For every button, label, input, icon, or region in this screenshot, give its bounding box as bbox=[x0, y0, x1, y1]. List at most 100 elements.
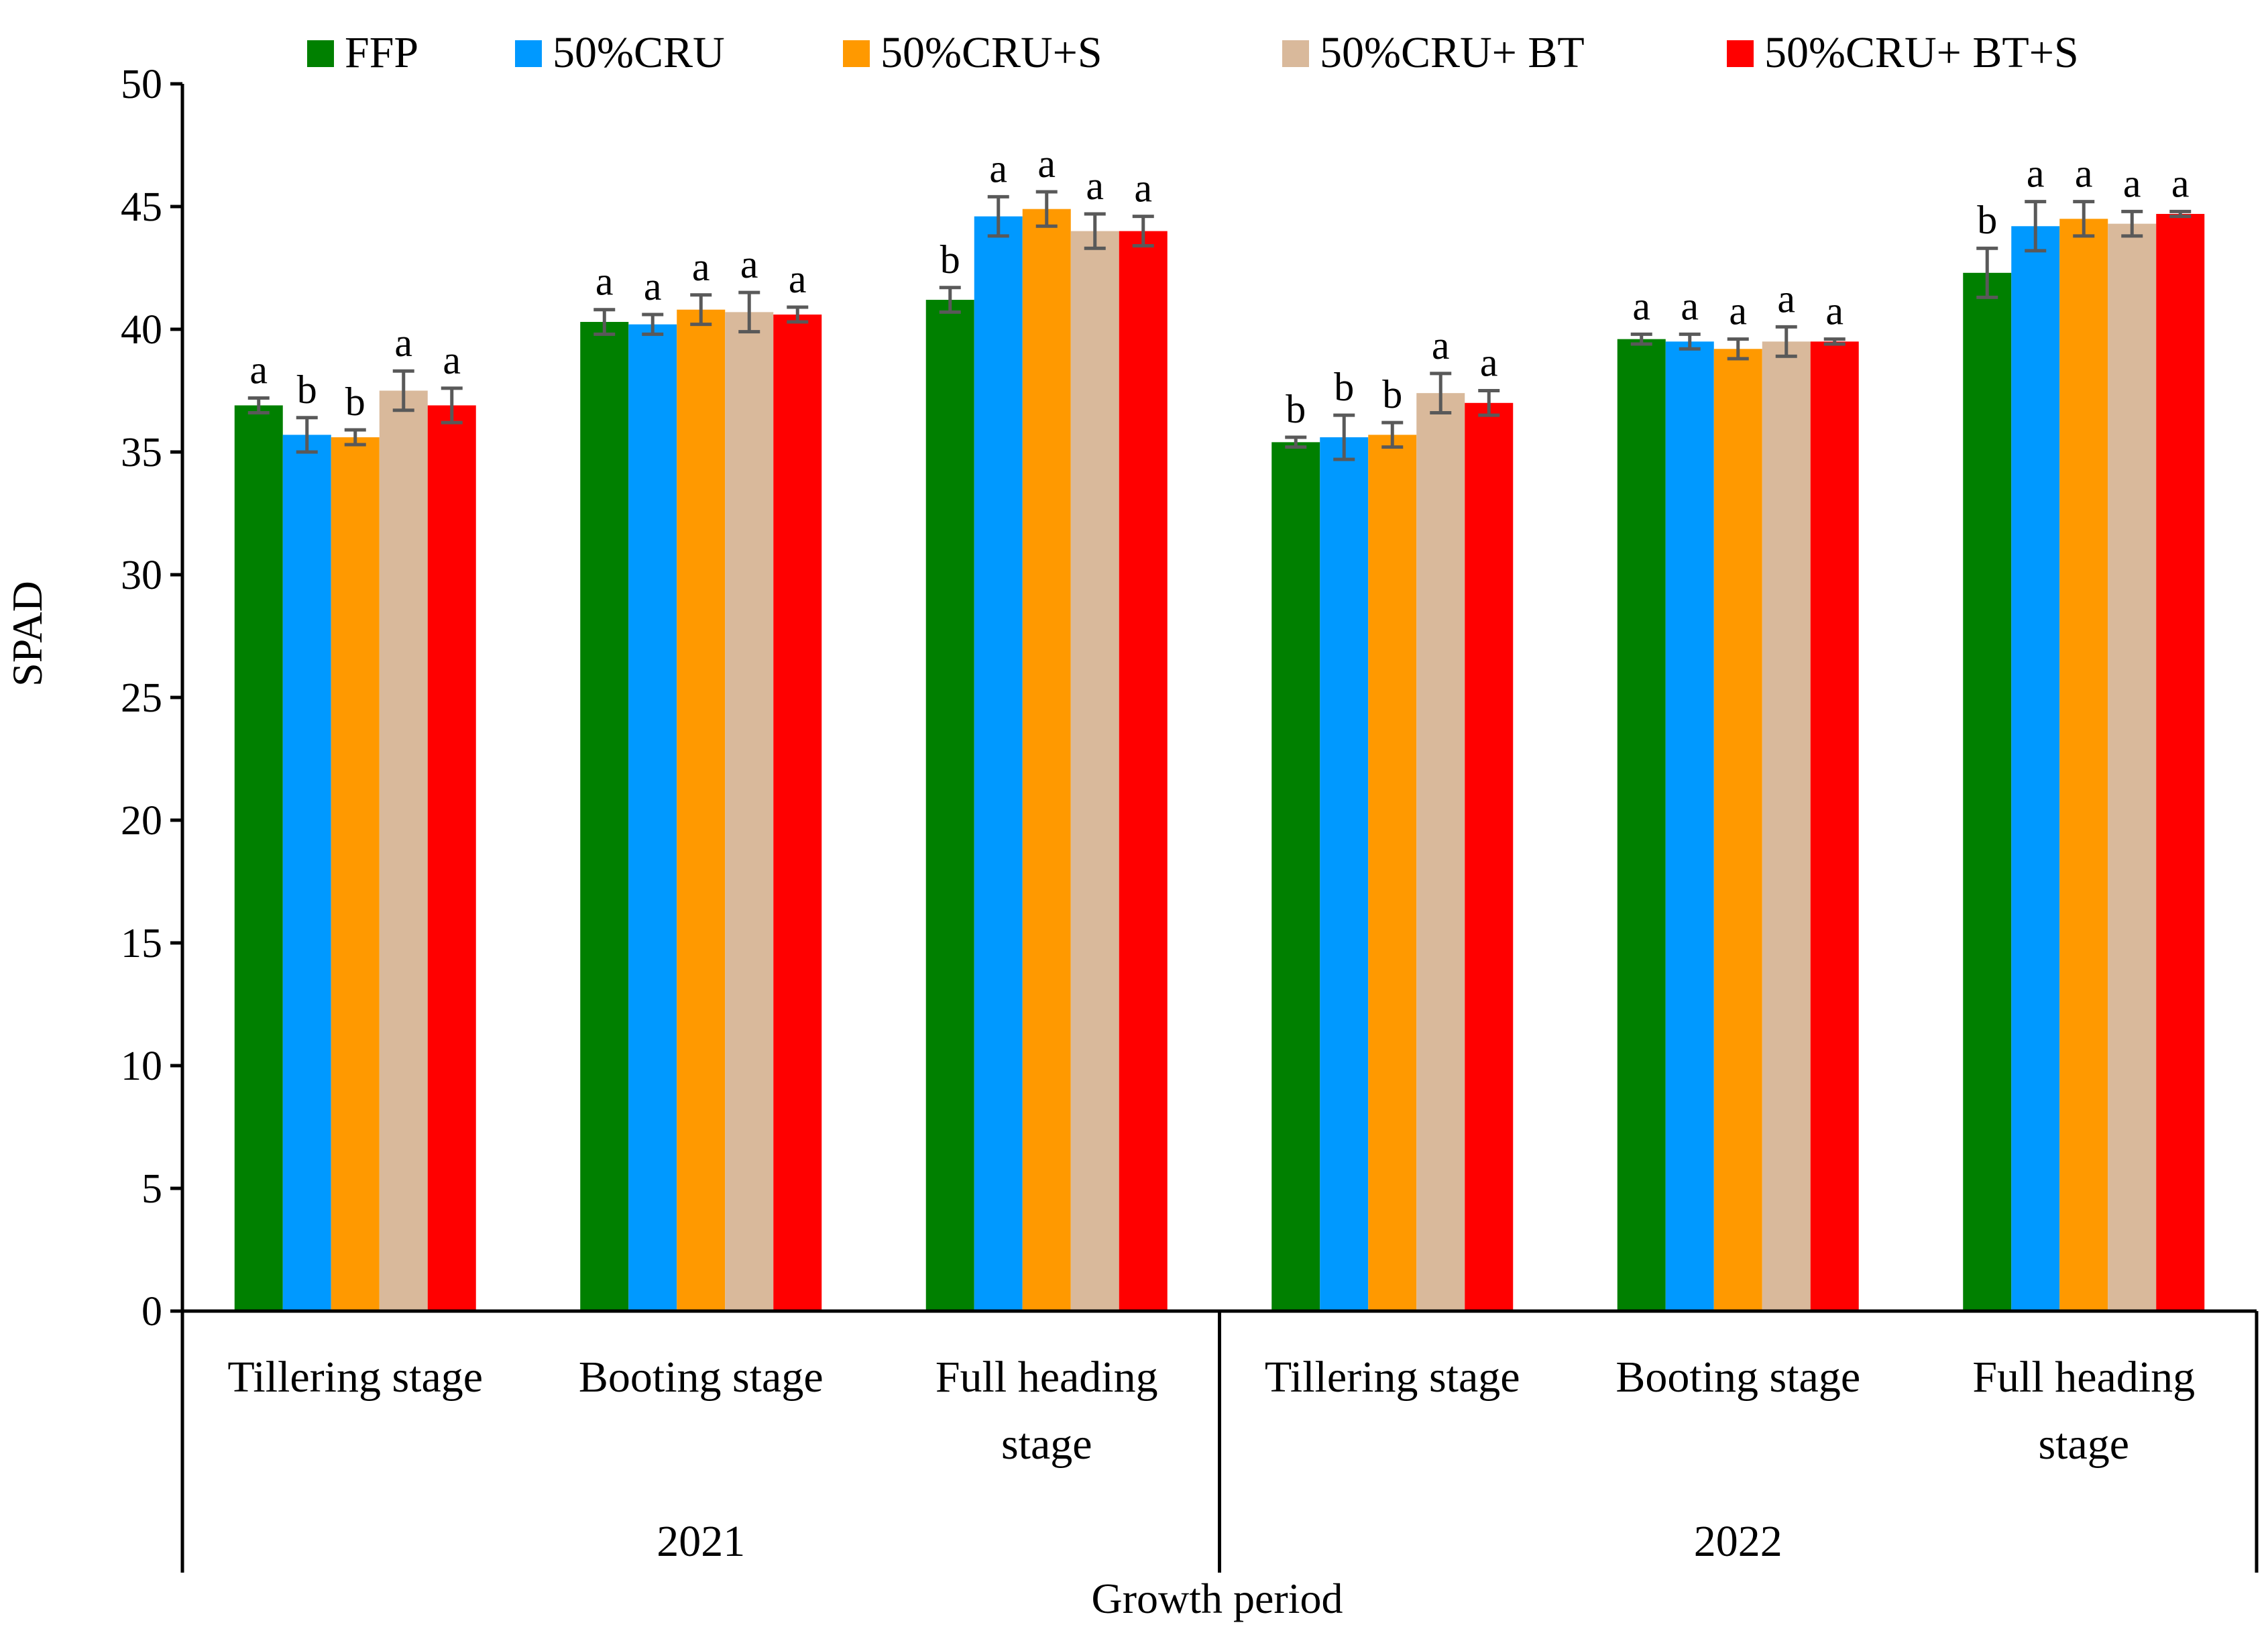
bar bbox=[677, 309, 726, 1312]
significance-letter: a bbox=[443, 338, 461, 382]
bar bbox=[1271, 442, 1320, 1311]
significance-letter: a bbox=[394, 321, 412, 365]
legend-label: 50%CRU+ BT bbox=[1320, 28, 1585, 77]
bar bbox=[1665, 341, 1714, 1311]
bar bbox=[282, 435, 331, 1311]
significance-letter: a bbox=[692, 245, 710, 289]
significance-letter: a bbox=[1729, 289, 1747, 333]
y-tick-label: 30 bbox=[121, 553, 162, 598]
legend-item: FFP bbox=[307, 28, 418, 77]
bar bbox=[925, 300, 974, 1312]
significance-letter: a bbox=[1632, 284, 1650, 328]
significance-letter: b bbox=[1334, 365, 1354, 409]
significance-letter: a bbox=[596, 260, 614, 304]
year-label: 2022 bbox=[1694, 1517, 1782, 1566]
significance-letter: a bbox=[1037, 142, 1056, 186]
bar bbox=[427, 405, 476, 1312]
significance-letter: b bbox=[1286, 387, 1306, 431]
legend-item: 50%CRU+ BT bbox=[1282, 28, 1585, 77]
bar bbox=[1070, 231, 1119, 1312]
x-axis-label: Growth period bbox=[1091, 1575, 1343, 1622]
y-tick-label: 0 bbox=[141, 1289, 162, 1335]
bar bbox=[725, 312, 774, 1311]
legend-item: 50%CRU+S bbox=[843, 28, 1102, 77]
significance-letter: a bbox=[989, 146, 1007, 190]
bar bbox=[773, 315, 822, 1311]
x-tick-label: Booting stage bbox=[1615, 1353, 1860, 1402]
bar bbox=[2108, 223, 2157, 1311]
bar bbox=[1963, 272, 2012, 1311]
legend-item: 50%CRU+ BT+S bbox=[1727, 28, 2079, 77]
x-axis: Tillering stage Booting stage Full heading… bbox=[180, 1309, 2259, 1573]
y-tick-label: 20 bbox=[121, 798, 162, 844]
bar bbox=[1416, 393, 1465, 1312]
significance-letter: b bbox=[1977, 198, 1997, 242]
significance-letter: a bbox=[2075, 152, 2093, 196]
significance-letter: a bbox=[789, 257, 807, 301]
x-tick-label: Tillering stage bbox=[1265, 1353, 1520, 1402]
legend-swatch bbox=[307, 40, 334, 67]
legend-label: 50%CRU+S bbox=[881, 28, 1102, 77]
y-tick-label: 15 bbox=[121, 921, 162, 966]
y-tick-label: 40 bbox=[121, 307, 162, 353]
significance-letter: b bbox=[1382, 372, 1402, 416]
y-axis: 0 5 10 15 20 25 30 35 40 45 50 bbox=[121, 62, 184, 1335]
bar bbox=[1762, 341, 1811, 1311]
significance-letter: a bbox=[1480, 341, 1498, 385]
significance-letter: a bbox=[2027, 152, 2045, 196]
significance-letter: a bbox=[2123, 161, 2141, 205]
significance-letter: b bbox=[297, 368, 317, 412]
x-tick-label: Tillering stage bbox=[227, 1353, 483, 1402]
bar bbox=[379, 390, 428, 1311]
x-tick-label: Booting stage bbox=[579, 1353, 824, 1402]
bar bbox=[628, 324, 677, 1312]
legend-swatch bbox=[515, 40, 542, 67]
bar bbox=[2011, 226, 2060, 1311]
legend-label: 50%CRU+ BT+S bbox=[1764, 28, 2079, 77]
legend-swatch bbox=[843, 40, 870, 67]
significance-letter: a bbox=[1432, 323, 1450, 368]
bar-group: ba a a a bbox=[925, 142, 1168, 1312]
legend: FFP 50%CRU 50%CRU+S 50%CRU+ BT 50%CRU+ BT+S bbox=[307, 28, 2079, 77]
bar bbox=[1119, 231, 1168, 1312]
significance-letter: a bbox=[249, 347, 268, 392]
legend-label: 50%CRU bbox=[553, 28, 725, 77]
bar bbox=[331, 437, 380, 1311]
y-tick-label: 10 bbox=[121, 1044, 162, 1089]
bar bbox=[974, 216, 1023, 1311]
x-tick-label: Full heading stage bbox=[1972, 1353, 2195, 1469]
bar bbox=[1368, 435, 1417, 1311]
bar-group: a b ba a bbox=[234, 321, 476, 1312]
bar bbox=[2059, 219, 2108, 1311]
significance-letter: a bbox=[1086, 164, 1104, 208]
legend-swatch bbox=[1727, 40, 1754, 67]
bars: a b ba aa a a a a ba a a ab b ba aa a a a aba a a a bbox=[234, 142, 2205, 1312]
bar bbox=[1022, 209, 1071, 1311]
bar bbox=[1465, 402, 1514, 1311]
x-tick-label: Full heading stage bbox=[935, 1353, 1158, 1469]
y-axis-label: SPAD bbox=[3, 581, 51, 687]
legend-label: FFP bbox=[345, 28, 418, 77]
significance-letter: a bbox=[1825, 289, 1844, 333]
bar bbox=[2156, 213, 2205, 1312]
bar bbox=[1617, 339, 1666, 1311]
y-tick-label: 35 bbox=[121, 430, 162, 475]
significance-letter: a bbox=[1777, 276, 1795, 321]
significance-letter: a bbox=[644, 264, 662, 308]
y-tick-label: 50 bbox=[121, 62, 162, 107]
bar-group: ba a a a bbox=[1963, 152, 2205, 1312]
legend-swatch bbox=[1282, 40, 1309, 67]
bar-group: b b ba a bbox=[1271, 323, 1514, 1312]
significance-letter: b bbox=[940, 237, 960, 282]
significance-letter: a bbox=[1134, 166, 1152, 211]
y-tick-label: 5 bbox=[141, 1166, 162, 1212]
bar bbox=[1320, 437, 1369, 1311]
legend-item: 50%CRU bbox=[515, 28, 725, 77]
significance-letter: a bbox=[1681, 284, 1699, 328]
bar bbox=[580, 322, 629, 1311]
bar bbox=[234, 405, 283, 1312]
significance-letter: b bbox=[345, 380, 365, 424]
